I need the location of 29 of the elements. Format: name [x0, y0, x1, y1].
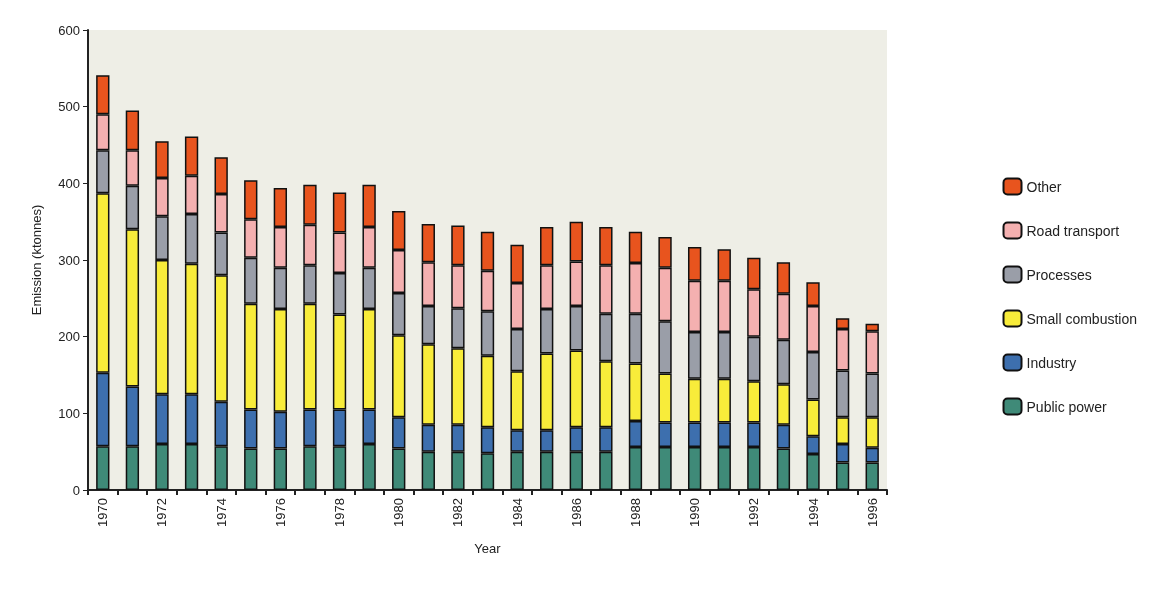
- x-tick-label: 1988: [627, 498, 643, 527]
- x-tick-label: 1986: [568, 498, 584, 527]
- y-tick-label: 600: [58, 22, 80, 38]
- x-axis-title: Year: [474, 541, 502, 556]
- x-tick-label: 1976: [272, 498, 288, 527]
- legend-label: Road transport: [1026, 222, 1120, 239]
- y-axis-title: Emission (ktonnes): [29, 204, 44, 316]
- y-tick-label: 200: [58, 329, 80, 345]
- x-tick-label: 1972: [154, 498, 170, 527]
- y-tick-label: 100: [58, 405, 80, 421]
- y-tick-label: 400: [58, 175, 80, 191]
- x-tick-label: 1992: [746, 498, 762, 527]
- legend-label: Other: [1026, 178, 1062, 195]
- legend-label: Small combustion: [1026, 310, 1138, 327]
- legend-label: Industry: [1026, 354, 1077, 371]
- y-tick-label: 300: [58, 252, 80, 268]
- x-tick-label: 1970: [95, 498, 111, 527]
- x-tick-label: 1994: [805, 498, 821, 527]
- x-tick-label: 1978: [332, 498, 348, 527]
- legend-label: Public power: [1026, 398, 1107, 415]
- x-tick-label: 1980: [391, 498, 407, 527]
- legend-label: Processes: [1026, 266, 1092, 283]
- x-tick-label: 1974: [213, 498, 229, 527]
- x-tick-label: 1996: [864, 498, 880, 527]
- x-tick-label: 1990: [687, 498, 703, 527]
- x-tick-label: 1982: [450, 498, 466, 527]
- y-tick-label: 0: [72, 482, 80, 498]
- y-tick-label: 500: [58, 99, 80, 115]
- x-tick-label: 1984: [509, 498, 525, 527]
